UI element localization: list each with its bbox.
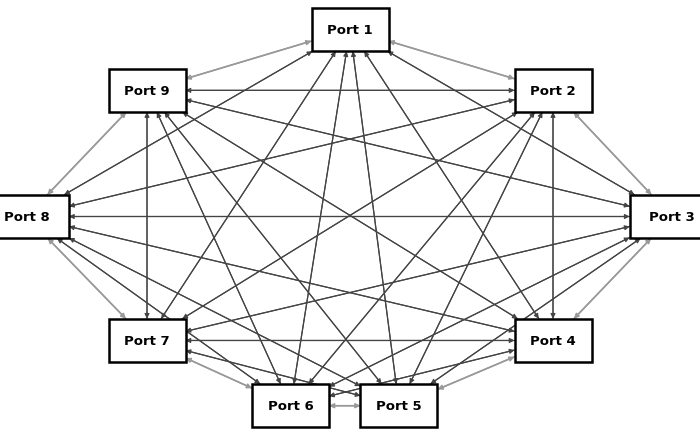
Text: Port 3: Port 3 xyxy=(649,210,695,224)
Text: Port 2: Port 2 xyxy=(530,85,576,98)
FancyBboxPatch shape xyxy=(0,195,69,239)
FancyBboxPatch shape xyxy=(312,9,388,52)
FancyBboxPatch shape xyxy=(108,319,186,362)
FancyBboxPatch shape xyxy=(514,319,592,362)
Text: Port 4: Port 4 xyxy=(530,334,576,347)
FancyBboxPatch shape xyxy=(360,384,438,427)
Text: Port 8: Port 8 xyxy=(4,210,50,224)
Text: Port 7: Port 7 xyxy=(124,334,170,347)
FancyBboxPatch shape xyxy=(252,384,329,427)
Text: Port 1: Port 1 xyxy=(327,24,373,37)
FancyBboxPatch shape xyxy=(630,195,700,239)
FancyBboxPatch shape xyxy=(514,69,592,113)
Text: Port 6: Port 6 xyxy=(267,399,314,412)
FancyBboxPatch shape xyxy=(108,69,186,113)
Text: Port 5: Port 5 xyxy=(376,399,422,412)
Text: Port 9: Port 9 xyxy=(124,85,170,98)
